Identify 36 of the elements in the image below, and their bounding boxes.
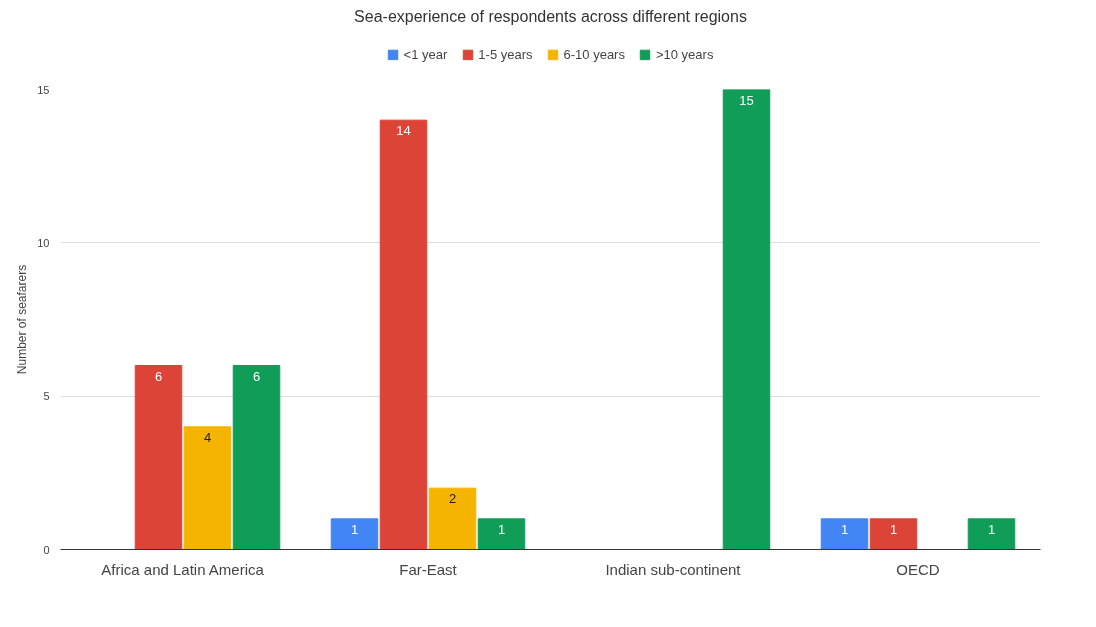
data-label: 14 [396, 123, 411, 139]
y-tick-label: 15 [37, 83, 50, 96]
data-label: 1 [840, 521, 849, 537]
bar [820, 518, 869, 550]
bar [869, 518, 918, 550]
bar [183, 426, 232, 550]
bar [232, 365, 281, 550]
legend-label: <1 year [403, 46, 448, 62]
legend-label: 1-5 years [478, 46, 533, 62]
x-tick-label: Far-East [399, 560, 458, 578]
data-label: 6 [154, 368, 163, 384]
x-tick-label: OECD [896, 560, 940, 578]
bar [134, 365, 183, 550]
data-label: 1 [987, 521, 996, 537]
data-label: 1 [350, 521, 359, 537]
x-tick-label: Africa and Latin America [101, 560, 265, 578]
data-label: 2 [448, 491, 457, 507]
data-label: 1 [889, 521, 898, 537]
data-label: 1 [497, 521, 506, 537]
bar [722, 89, 771, 550]
bar [330, 518, 379, 550]
y-tick-label: 0 [43, 543, 50, 556]
bar [428, 487, 477, 550]
legend-label: >10 years [655, 46, 714, 62]
data-label: 4 [203, 429, 212, 445]
y-tick-label: 5 [43, 390, 50, 403]
y-axis-title: Number of seafarers [15, 264, 30, 375]
bar [379, 119, 428, 550]
chart-title: Sea-experience of respondents across different regions [354, 7, 747, 25]
bar [967, 518, 1016, 550]
legend-label: 6-10 years [563, 46, 625, 62]
data-label: 15 [739, 92, 754, 108]
bar [477, 518, 526, 550]
x-tick-label: Indian sub-continent [605, 560, 742, 578]
data-label: 6 [252, 368, 261, 384]
y-tick-label: 10 [37, 236, 50, 249]
